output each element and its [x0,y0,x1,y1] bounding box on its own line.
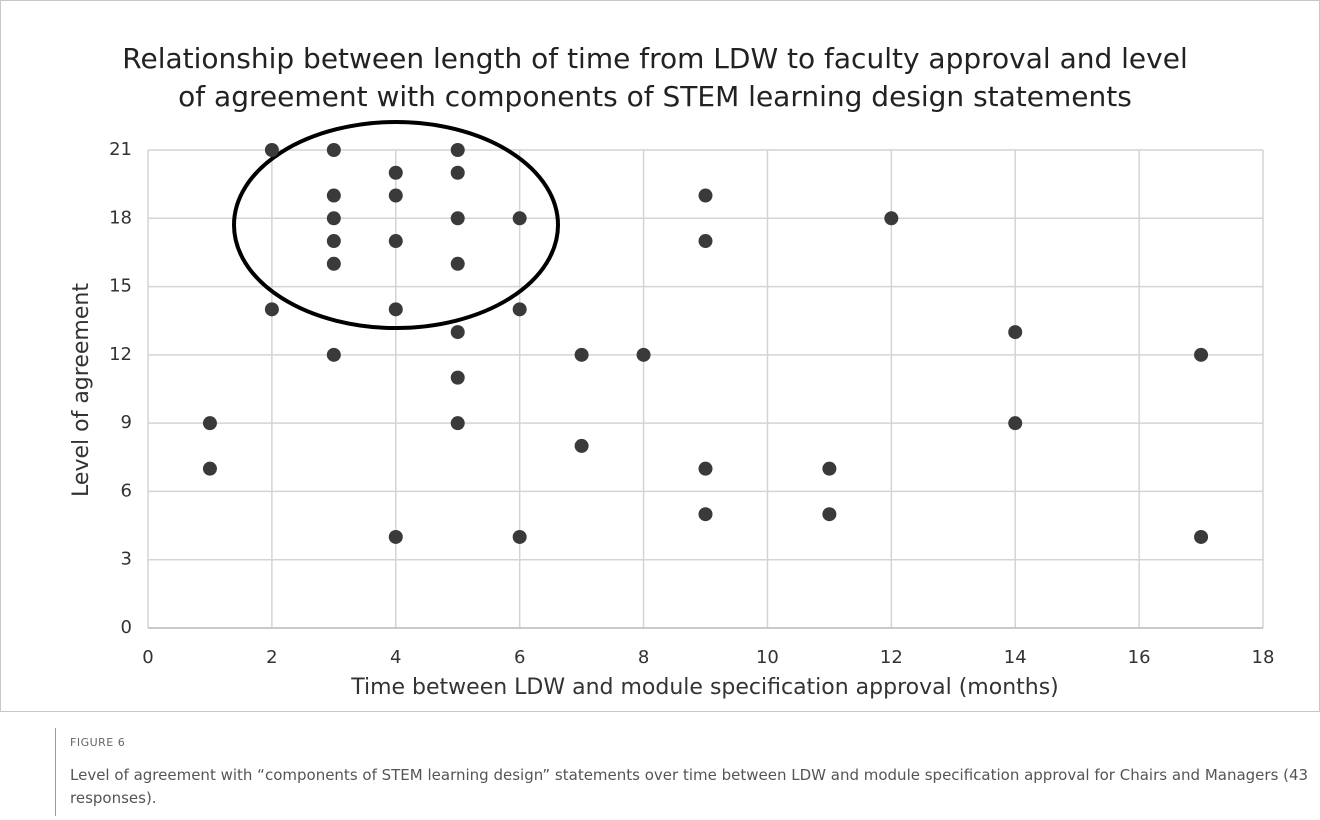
y-tick-label: 6 [121,480,132,501]
x-tick-label: 10 [756,647,779,668]
x-tick-label: 4 [390,647,401,668]
point [388,529,403,544]
point [388,165,403,180]
point [450,256,465,271]
point [450,165,465,180]
point [698,188,713,203]
point [388,302,403,317]
point [1194,347,1209,362]
x-tick-label: 0 [142,647,153,668]
point [1008,416,1023,431]
x-tick-label: 18 [1252,647,1275,668]
point [326,211,341,226]
x-tick-label: 14 [1004,647,1027,668]
point [450,370,465,385]
y-tick-label: 18 [109,207,132,228]
figure-label: FIGURE 6 [70,736,126,749]
point [1194,529,1209,544]
point [636,347,651,362]
point [574,438,589,453]
point [450,325,465,340]
point [264,302,279,317]
point [822,507,837,522]
point [202,416,217,431]
point [450,416,465,431]
y-tick-label: 12 [109,344,132,365]
point [512,529,527,544]
point [264,143,279,157]
point [326,256,341,271]
point [1008,325,1023,340]
y-tick-label: 15 [109,276,132,297]
chart: Time between LDW and module specificatio… [69,120,1275,700]
point [698,507,713,522]
point [450,143,465,157]
y-tick-label: 0 [121,617,132,638]
point [202,461,217,476]
x-tick-label: 12 [880,647,903,668]
x-tick-label: 16 [1128,647,1151,668]
figure-caption: Level of agreement with “components of S… [70,766,1309,807]
point [326,143,341,157]
caption-rule [55,728,56,816]
y-tick-label: 9 [121,412,132,433]
point [388,188,403,203]
point [512,302,527,317]
point [388,234,403,249]
point [450,211,465,226]
point [822,461,837,476]
chart-title: Relationship between length of time from… [122,42,1188,113]
x-tick-label: 2 [266,647,277,668]
y-axis-label: Level of agreement [69,283,94,497]
x-tick-label: 8 [638,647,649,668]
point [512,211,527,226]
point [326,188,341,203]
point [884,211,899,226]
point [574,347,589,362]
point [698,461,713,476]
highlight-ellipse [232,120,560,330]
x-tick-label: 6 [514,647,525,668]
x-axis-label: Time between LDW and module specificatio… [350,675,1059,700]
y-tick-label: 3 [121,549,132,570]
point [326,234,341,249]
point [698,234,713,249]
point [326,347,341,362]
y-tick-label: 21 [109,139,132,160]
